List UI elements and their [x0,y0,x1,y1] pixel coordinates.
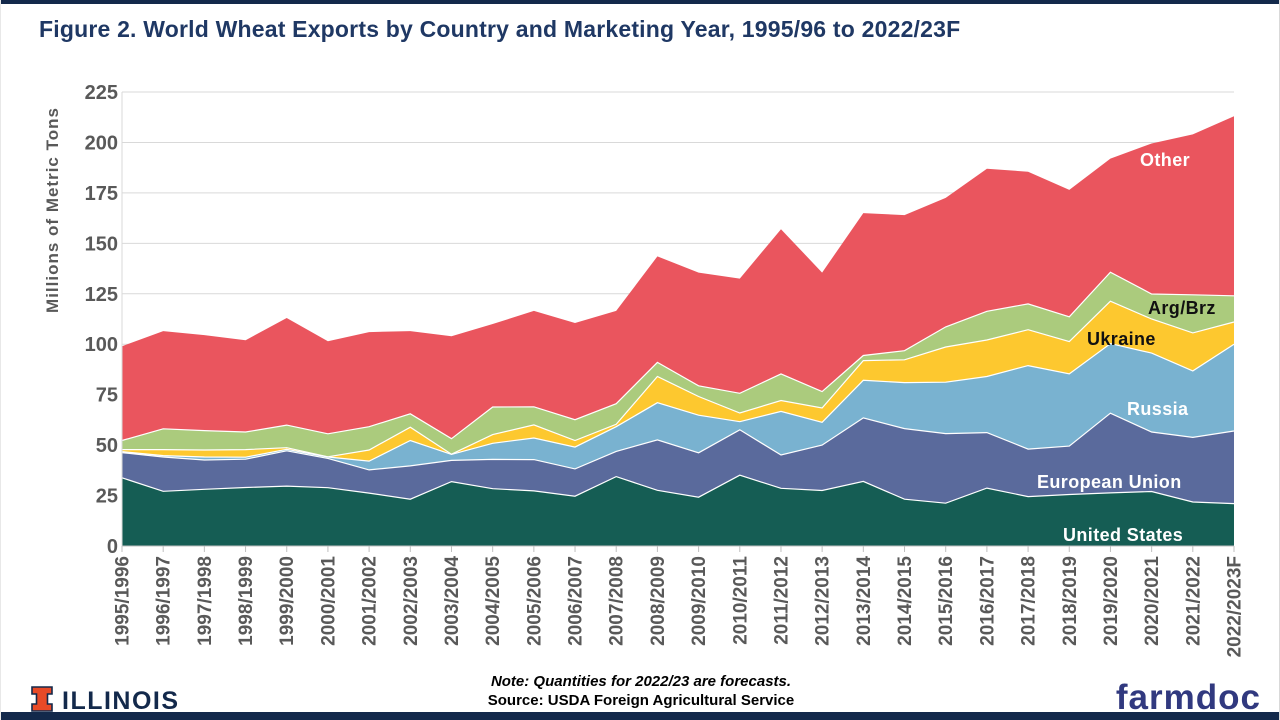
band-seam [121,474,1235,505]
x-tick-label: 1997/1998 [195,556,216,646]
x-tick-label: 1995/1996 [113,556,134,646]
x-tick-label: 2014/2015 [895,556,916,646]
band-seam [121,342,1235,462]
series-label-russia: Russia [1127,399,1189,419]
area-arg-brz [122,272,1234,457]
series-label-european-union: European Union [1037,472,1182,492]
x-tick-label: 1996/1997 [154,556,175,646]
x-tick-label: 2018/2019 [1060,556,1081,646]
x-tick-label: 2021/2022 [1183,556,1204,646]
x-tick-label: 2000/2001 [318,556,339,646]
y-tick-label: 0 [107,536,118,558]
band-seam [121,412,1235,471]
x-tick-label: 2002/2003 [401,556,422,646]
x-tick-label: 2005/2006 [524,556,545,646]
x-tick-label: 2020/2021 [1142,556,1163,646]
area-european-union [122,413,1234,504]
series-label-united-states: United States [1063,525,1184,545]
x-tick-label: 2022/2023F [1225,556,1246,657]
x-tick-label: 2009/2010 [689,556,710,646]
x-tick-label: 2019/2020 [1101,556,1122,646]
x-tick-label: 2006/2007 [566,556,587,646]
x-tick-label: 2007/2008 [607,556,628,646]
series-label-ukraine: Ukraine [1087,329,1156,349]
series-label-argbrz: Arg/Brz [1148,298,1216,318]
area-united-states [122,475,1234,546]
illinois-block-i-icon [31,686,53,717]
x-tick-label: 1998/1999 [236,556,257,646]
y-tick-label: 75 [96,385,118,407]
farmdoc-logo: farmdoc [1115,678,1261,717]
illinois-brand: ILLINOIS [31,686,180,717]
area-other [122,116,1234,441]
band-seam [122,300,1235,458]
note-text: Note: Quantities for 2022/23 are forecas… [490,673,792,690]
bottom-accent-bar [1,712,1279,720]
x-tick-label: 2011/2012 [771,556,792,645]
x-tick-label: 1999/2000 [277,556,298,646]
illinois-wordmark: ILLINOIS [62,687,180,715]
x-tick-label: 2016/2017 [977,556,998,646]
source-text: Source: USDA Foreign Agricultural Servic… [487,692,795,709]
x-tick-label: 2012/2013 [813,556,834,646]
y-tick-label: 225 [85,82,118,104]
y-tick-label: 100 [85,334,118,356]
x-tick-label: 2001/2002 [360,556,381,646]
area-ukraine [122,301,1234,462]
x-tick-label: 2013/2014 [854,556,875,646]
y-tick-label: 175 [85,183,118,205]
y-axis-title: Millions of Metric Tons [43,107,62,313]
x-tick-label: 2010/2011 [730,556,751,645]
y-tick-label: 150 [85,233,118,255]
x-tick-label: 2004/2005 [483,556,504,646]
series-label-other: Other [1140,150,1191,170]
y-tick-label: 25 [96,486,118,508]
band-seam [121,271,1235,442]
y-tick-label: 50 [96,435,118,457]
y-tick-label: 200 [85,132,118,154]
x-tick-label: 2008/2009 [648,556,669,646]
x-tick-label: 2017/2018 [1019,556,1040,646]
x-tick-label: 2015/2016 [936,556,957,646]
x-tick-label: 2003/2004 [442,556,463,646]
y-tick-label: 125 [85,284,118,306]
chart-title: Figure 2. World Wheat Exports by Country… [39,16,961,42]
top-accent-bar [1,0,1279,4]
